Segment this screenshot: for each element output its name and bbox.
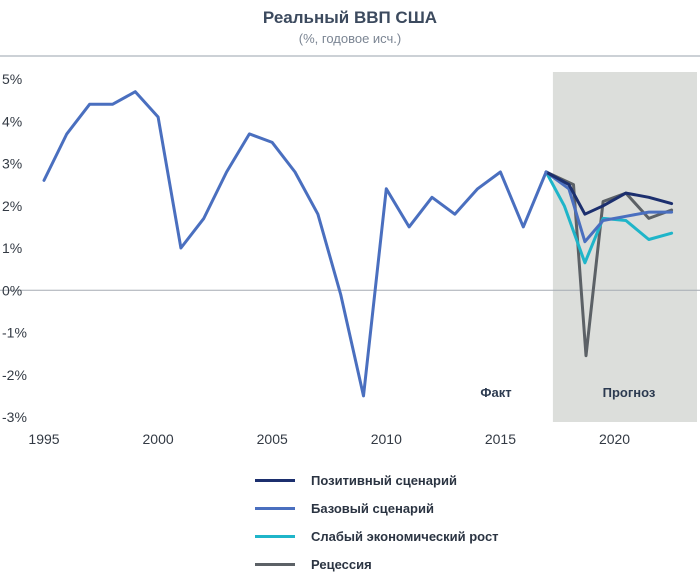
y-tick-label: -1% [2, 325, 27, 341]
legend-swatch [255, 562, 295, 566]
legend-item: Базовый сценарий [255, 494, 499, 522]
legend-item: Слабый экономический рост [255, 522, 499, 550]
x-tick-label: 2020 [599, 431, 630, 447]
y-tick-label: 2% [2, 198, 22, 214]
forecast-region [552, 72, 697, 422]
legend-item: Позитивный сценарий [255, 466, 499, 494]
series-line-1 [544, 170, 674, 244]
y-tick-label: 5% [2, 71, 22, 87]
legend-swatch [255, 506, 295, 510]
y-tick-label: -2% [2, 367, 27, 383]
fact-zone-label: Факт [480, 385, 511, 400]
chart-title: Реальный ВВП США [262, 8, 438, 27]
history-line [42, 90, 548, 398]
legend-item: Рецессия [255, 550, 499, 578]
x-tick-label: 2000 [143, 431, 174, 447]
legend-swatch [255, 534, 295, 538]
x-tick-label: 2010 [371, 431, 402, 447]
legend-label: Базовый сценарий [311, 500, 434, 516]
y-tick-label: 0% [2, 282, 22, 298]
x-tick-label: 1995 [28, 431, 59, 447]
legend-label: Слабый экономический рост [311, 528, 499, 544]
y-tick-label: 3% [2, 156, 22, 172]
series-line-3 [544, 170, 674, 358]
x-tick-label: 2005 [257, 431, 288, 447]
legend: Позитивный сценарий Базовый сценарий Слабы… [255, 466, 499, 578]
legend-label: Позитивный сценарий [311, 472, 457, 488]
y-tick-label: 4% [2, 113, 22, 129]
series-line-0 [544, 170, 674, 216]
y-tick-label: -3% [2, 409, 27, 425]
chart-subtitle: (%, годовое исч.) [298, 31, 402, 46]
forecast-zone-label: Прогноз [603, 385, 656, 400]
y-tick-label: 1% [2, 240, 22, 256]
series-line-2 [544, 170, 674, 265]
x-tick-label: 2015 [485, 431, 516, 447]
legend-swatch [255, 478, 295, 482]
legend-label: Рецессия [311, 556, 372, 572]
